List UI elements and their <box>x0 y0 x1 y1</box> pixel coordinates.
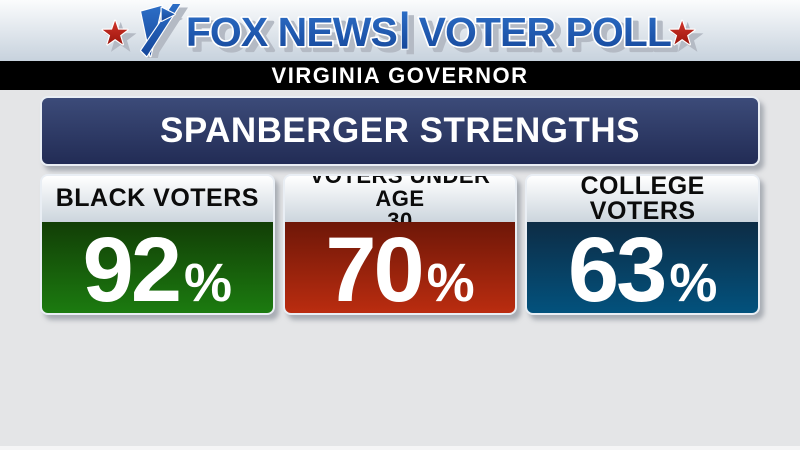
brand-text-shadow: FOX NEWS <box>191 13 402 57</box>
stat-value: 63 % <box>568 219 718 315</box>
stat-value: 70 % <box>325 219 475 315</box>
percent-sign: % <box>184 253 233 313</box>
fox-searchlight-icon <box>140 3 182 57</box>
logo-shadow: FOX NEWS VOTER POLL <box>104 6 704 58</box>
stat-number: 63 <box>568 219 667 315</box>
stat-card-value-panel: 63 % <box>527 219 759 315</box>
product-text-shadow: VOTER POLL <box>424 13 676 57</box>
stat-card-label: VOTERS UNDER AGE 30 <box>284 176 516 232</box>
stat-card-label: COLLEGE VOTERS <box>527 176 759 224</box>
divider-bar <box>400 10 409 50</box>
stat-card-voters-under-30: VOTERS UNDER AGE 30 70 % <box>282 174 518 315</box>
stat-card-black-voters: BLACK VOTERS 92 % <box>40 174 275 315</box>
stat-card-label: BLACK VOTERS <box>42 176 273 222</box>
top-banner: FOX NEWS VOTER POLL FOX NEWS VOTER POLL <box>0 0 800 61</box>
logo-main: FOX NEWS VOTER POLL <box>101 3 696 57</box>
star-left-icon <box>101 19 129 46</box>
topic-title: VIRGINIA GOVERNOR <box>271 62 529 88</box>
stat-number: 92 <box>82 219 182 315</box>
star-right-icon <box>668 19 696 46</box>
product-text: VOTER POLL <box>419 8 671 54</box>
percent-sign: % <box>669 253 718 313</box>
stat-value: 92 % <box>82 219 233 315</box>
bottom-strip <box>0 446 800 450</box>
topic-bar: VIRGINIA GOVERNOR <box>0 61 800 90</box>
stat-number: 70 <box>325 219 424 315</box>
stat-card-value-panel: 92 % <box>42 219 273 315</box>
stat-cards-row: BLACK VOTERS 92 % VOTERS UNDER AGE 30 70… <box>40 174 761 315</box>
brand-text: FOX NEWS <box>186 8 397 54</box>
fox-news-voter-poll-logo: FOX NEWS VOTER POLL FOX NEWS VOTER POLL <box>101 3 704 58</box>
headline-box: SPANBERGER STRENGTHS <box>40 96 760 166</box>
percent-sign: % <box>426 253 475 313</box>
stat-card-college-voters: COLLEGE VOTERS 63 % <box>525 174 761 315</box>
headline-title: SPANBERGER STRENGTHS <box>160 111 640 150</box>
stat-card-value-panel: 70 % <box>284 219 516 315</box>
